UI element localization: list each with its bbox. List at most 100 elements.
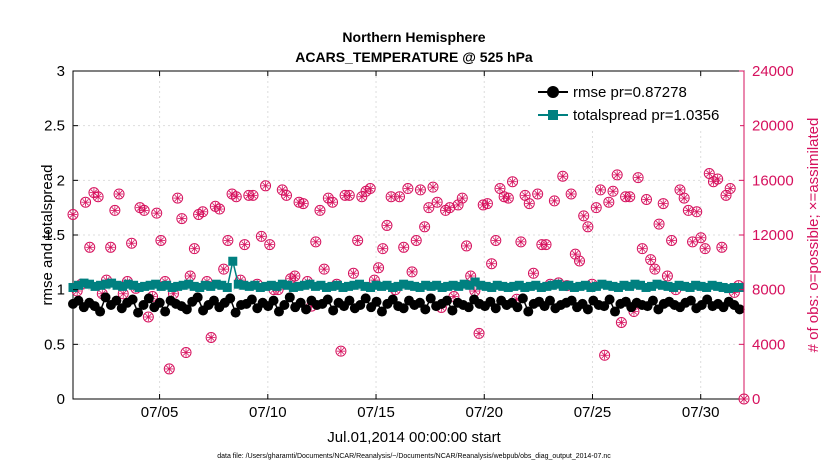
obs-possible-circle [716, 241, 728, 253]
rmse-point [295, 297, 306, 308]
obs-assimilated-cross [140, 207, 148, 214]
obs-possible-circle [188, 243, 200, 255]
totalspread-point [371, 280, 381, 290]
totalspread-point [481, 281, 491, 291]
totalspread-point [382, 280, 392, 290]
totalspread-point [206, 281, 216, 291]
rmse-point [160, 306, 171, 317]
obs-possible-circle [548, 195, 560, 207]
totalspread-point [669, 282, 679, 292]
obs-assimilated-cross [107, 244, 114, 251]
obs-assimilated-cross [128, 239, 135, 247]
obs-assimilated-cross [689, 238, 696, 246]
y-tick-label: 2 [57, 172, 65, 189]
obs-marker [507, 176, 519, 188]
obs-assimilated-cross [396, 193, 403, 200]
y2-tick-label: 12000 [752, 227, 794, 244]
obs-marker [624, 191, 636, 203]
obs-possible-circle [322, 192, 334, 204]
obs-marker [444, 202, 456, 214]
obs-marker [615, 316, 627, 328]
obs-possible-circle [632, 172, 644, 184]
obs-possible-circle [398, 241, 410, 253]
obs-assimilated-cross [626, 193, 634, 200]
obs-possible-circle [176, 213, 188, 225]
obs-assimilated-cross [659, 200, 667, 207]
totalspread-point [134, 282, 144, 292]
obs-marker [419, 221, 431, 233]
obs-marker [88, 187, 100, 199]
obs-marker [402, 183, 414, 195]
obs-marker [498, 191, 510, 203]
obs-assimilated-cross [166, 365, 173, 373]
totalspread-point [476, 280, 486, 290]
obs-marker [486, 258, 498, 270]
totalspread-series [68, 256, 745, 294]
obs-marker [105, 241, 117, 253]
obs-assimilated-cross [593, 204, 600, 211]
obs-assimilated-cross [488, 260, 495, 267]
obs-possible-circle [222, 234, 234, 246]
obs-possible-circle [314, 204, 326, 216]
obs-assimilated-cross [496, 185, 504, 192]
totalspread-point [724, 284, 734, 294]
obs-assimilated-cross [597, 186, 604, 194]
obs-assimilated-cross [475, 330, 483, 337]
obs-possible-circle [289, 270, 301, 282]
obs-assimilated-cross [526, 200, 533, 207]
obs-marker [636, 243, 648, 255]
totalspread-point [349, 280, 359, 290]
obs-possible-circle [155, 234, 167, 246]
rmse-point [284, 292, 295, 303]
obs-assimilated-cross [421, 223, 428, 231]
totalspread-point [355, 279, 365, 289]
obs-possible-circle [297, 198, 309, 210]
totalspread-point [520, 282, 530, 292]
obs-possible-circle [578, 210, 590, 222]
obs-marker [590, 202, 602, 214]
totalspread-point [366, 282, 376, 292]
obs-marker [176, 213, 188, 225]
totalspread-point [266, 280, 276, 290]
obs-assimilated-cross [233, 193, 240, 200]
obs-assimilated-cross [346, 192, 353, 199]
obs-possible-circle [557, 170, 569, 182]
obs-possible-circle [364, 183, 376, 195]
obs-marker [335, 345, 347, 357]
totalspread-point [316, 280, 326, 290]
obs-possible-circle [255, 230, 267, 242]
obs-possible-circle [343, 189, 355, 201]
obs-marker [548, 195, 560, 207]
obs-assimilated-cross [534, 190, 541, 198]
rmse-point [230, 307, 241, 318]
obs-possible-circle [540, 239, 552, 251]
obs-possible-circle [523, 198, 535, 210]
obs-possible-circle [661, 270, 673, 282]
totalspread-point [558, 281, 568, 291]
totalspread-point [569, 282, 579, 292]
totalspread-point [217, 280, 227, 290]
obs-assimilated-cross [618, 319, 625, 326]
y-axis-label: rmse and totalspread [39, 165, 56, 306]
obs-assimilated-cross [467, 272, 474, 280]
obs-possible-circle [197, 206, 209, 218]
obs-assimilated-cross [413, 237, 420, 244]
obs-assimilated-cross [639, 245, 646, 252]
obs-markers [67, 168, 750, 405]
obs-assimilated-cross [697, 234, 705, 241]
obs-marker [565, 188, 577, 200]
obs-possible-circle [280, 189, 292, 201]
obs-possible-circle [356, 191, 368, 203]
obs-assimilated-cross [492, 237, 500, 244]
totalspread-point [410, 281, 420, 291]
totalspread-point [580, 280, 590, 290]
obs-assimilated-cross [584, 223, 592, 231]
rmse-point [702, 294, 713, 305]
obs-assimilated-cross [312, 238, 320, 246]
obs-marker [527, 267, 539, 279]
obs-assimilated-cross [551, 197, 558, 205]
totalspread-point [299, 280, 309, 290]
obs-assimilated-cross [726, 185, 734, 192]
obs-possible-circle [582, 221, 594, 233]
rmse-point [143, 293, 154, 304]
